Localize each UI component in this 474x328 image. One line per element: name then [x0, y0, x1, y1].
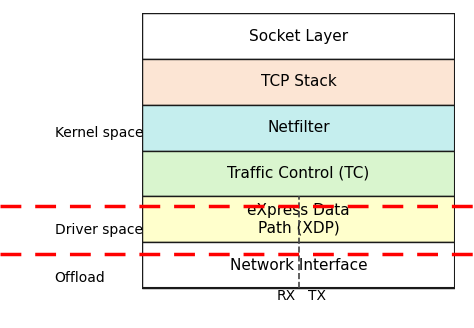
Text: Netfilter: Netfilter: [267, 120, 330, 135]
Text: RX: RX: [276, 289, 296, 303]
Text: Kernel space: Kernel space: [55, 126, 143, 140]
Bar: [142, 59, 455, 105]
Bar: [142, 105, 455, 151]
Text: Offload: Offload: [55, 271, 105, 285]
Bar: [142, 242, 455, 288]
Text: TCP Stack: TCP Stack: [261, 74, 337, 89]
Text: Traffic Control (TC): Traffic Control (TC): [228, 166, 370, 181]
Bar: [142, 196, 455, 242]
Text: Network Interface: Network Interface: [230, 257, 367, 273]
Text: TX: TX: [309, 289, 327, 303]
Text: eXpress Data
Path (XDP): eXpress Data Path (XDP): [247, 203, 350, 236]
Bar: [142, 151, 455, 196]
Bar: [142, 13, 455, 59]
Text: Socket Layer: Socket Layer: [249, 29, 348, 44]
Text: Driver space: Driver space: [55, 223, 143, 236]
